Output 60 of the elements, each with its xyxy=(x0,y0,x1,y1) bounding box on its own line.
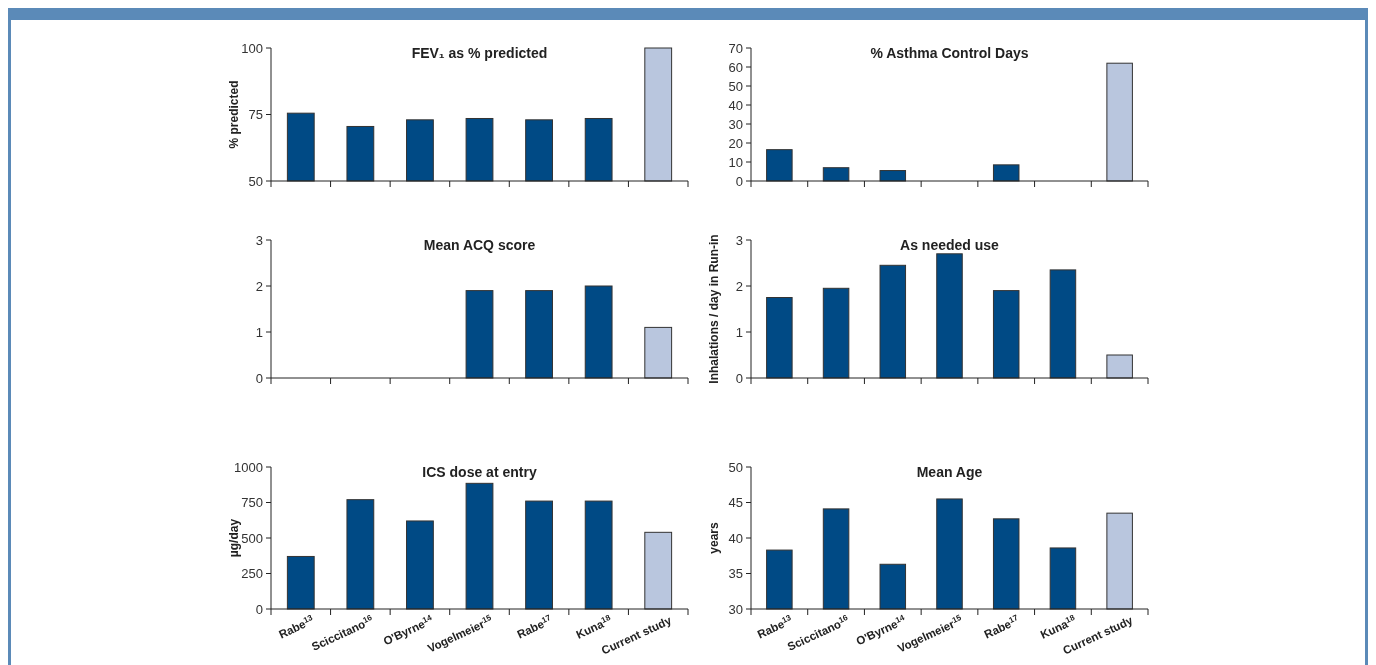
y-tick-label: 35 xyxy=(728,566,743,582)
y-tick-label: 1000 xyxy=(234,459,263,475)
y-axis-title: years xyxy=(707,522,721,554)
bar xyxy=(644,531,673,610)
bar xyxy=(992,164,1020,182)
y-tick-label: 70 xyxy=(728,40,743,56)
y-tick-label: 0 xyxy=(255,601,263,617)
bar xyxy=(465,290,494,379)
y-tick-label: 20 xyxy=(728,135,743,151)
bar xyxy=(465,482,494,610)
y-tick-label: 0 xyxy=(735,370,743,386)
y-axis-title: Inhalations / day in Run-in xyxy=(707,234,721,384)
bar xyxy=(992,290,1020,379)
y-tick-label: 10 xyxy=(728,154,743,170)
chart-title: FEV₁ as % predicted xyxy=(411,45,548,61)
bar xyxy=(822,287,850,379)
y-axis-title: % predicted xyxy=(227,80,241,149)
y-tick-label: 40 xyxy=(728,530,743,546)
y-tick-label: 0 xyxy=(735,173,743,189)
y-tick-label: 30 xyxy=(728,601,743,617)
y-tick-label: 45 xyxy=(728,495,743,511)
bar xyxy=(936,253,963,379)
y-tick-label: 500 xyxy=(241,530,263,546)
bar xyxy=(406,520,434,610)
bar xyxy=(584,285,613,379)
y-tick-label: 50 xyxy=(248,173,263,189)
y-axis-title: µg/day xyxy=(227,518,241,558)
bar xyxy=(346,499,375,610)
y-tick-label: 30 xyxy=(728,116,743,132)
y-tick-label: 60 xyxy=(728,59,743,75)
y-tick-label: 0 xyxy=(255,370,263,386)
bar xyxy=(1049,269,1077,379)
y-tick-label: 50 xyxy=(728,459,743,475)
y-tick-label: 1 xyxy=(735,324,743,340)
y-tick-label: 50 xyxy=(728,78,743,94)
y-tick-label: 750 xyxy=(241,495,263,511)
y-tick-label: 75 xyxy=(248,107,263,123)
chart-title: % Asthma Control Days xyxy=(870,45,1029,61)
chart-title: As needed use xyxy=(900,237,1000,253)
y-tick-label: 40 xyxy=(728,97,743,113)
y-tick-label: 250 xyxy=(241,566,263,582)
bar xyxy=(879,264,907,379)
bar xyxy=(584,500,613,610)
bar xyxy=(644,326,673,379)
y-tick-label: 3 xyxy=(735,232,743,248)
y-tick-label: 2 xyxy=(255,278,263,294)
bar xyxy=(286,555,315,610)
bar xyxy=(525,290,553,379)
bar xyxy=(525,500,553,610)
y-tick-label: 1 xyxy=(255,324,263,340)
bar xyxy=(1106,354,1133,379)
y-tick-label: 100 xyxy=(241,40,263,56)
bar xyxy=(766,149,793,182)
chart-title: Mean Age xyxy=(916,464,983,480)
y-tick-label: 2 xyxy=(735,278,743,294)
y-tick-label: 3 xyxy=(255,232,263,248)
chart-title: Mean ACQ score xyxy=(423,237,536,253)
bar xyxy=(766,297,793,379)
bar xyxy=(1106,62,1133,182)
chart-title: ICS dose at entry xyxy=(422,464,537,480)
